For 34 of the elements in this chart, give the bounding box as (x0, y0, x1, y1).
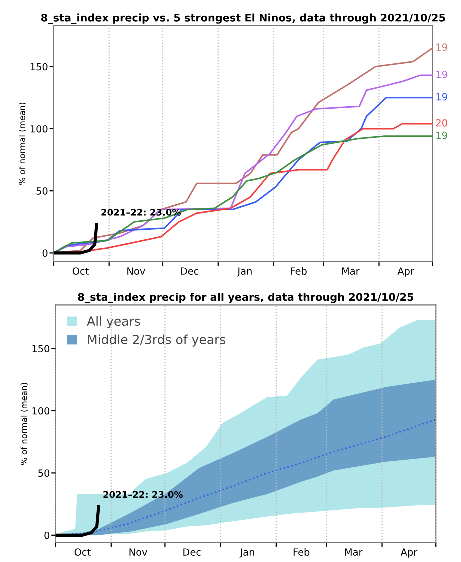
chart-title: 8_sta_index precip for all years, data through 2021/10/25 (78, 293, 414, 304)
x-tick-label: Jan (237, 268, 252, 277)
y-tick-label: 50 (36, 188, 48, 195)
y-axis-title: % of normal (mean) (18, 102, 26, 186)
y-tick-label: 150 (30, 63, 48, 71)
x-tick-label: Feb (291, 267, 307, 275)
y-axis-title: % of normal (mean) (20, 383, 28, 466)
x-tick-label: Mar (342, 268, 360, 275)
x-tick-label: Apr (400, 548, 418, 558)
legend-label: Middle 2/3rds of years (88, 334, 226, 347)
y-tick-label: 100 (32, 407, 50, 415)
series-label: 19 (436, 44, 448, 52)
annotation: 2021–22: 23.0% (104, 491, 183, 498)
y-tick-label: 100 (30, 125, 48, 133)
series-label: 19 (436, 71, 448, 78)
series-label: 19 (436, 93, 448, 101)
y-tick-label: 0 (42, 250, 48, 258)
x-tick-label: Nov (128, 268, 146, 275)
x-tick-label: Dec (181, 268, 199, 275)
x-tick-label: Dec (184, 548, 201, 556)
y-tick-label: 50 (38, 470, 50, 478)
x-tick-label: Feb (294, 548, 310, 556)
x-tick-label: Mar (345, 548, 363, 556)
series-label: 20 (436, 119, 448, 127)
x-tick-label: Oct (72, 268, 89, 275)
x-tick-label: Apr (398, 268, 414, 277)
y-tick-label: 150 (32, 345, 50, 353)
chart-title: 8_sta_index precip vs. 5 strongest El Ninos, data through 2021/10/25 (41, 14, 446, 24)
x-tick-label: Oct (74, 548, 91, 556)
y-tick-label: 0 (44, 532, 50, 540)
legend-label: All years (87, 316, 140, 329)
x-tick-label: Nov (130, 548, 148, 556)
series-label: 19 (436, 132, 448, 140)
x-tick-label: Jan (240, 548, 254, 558)
